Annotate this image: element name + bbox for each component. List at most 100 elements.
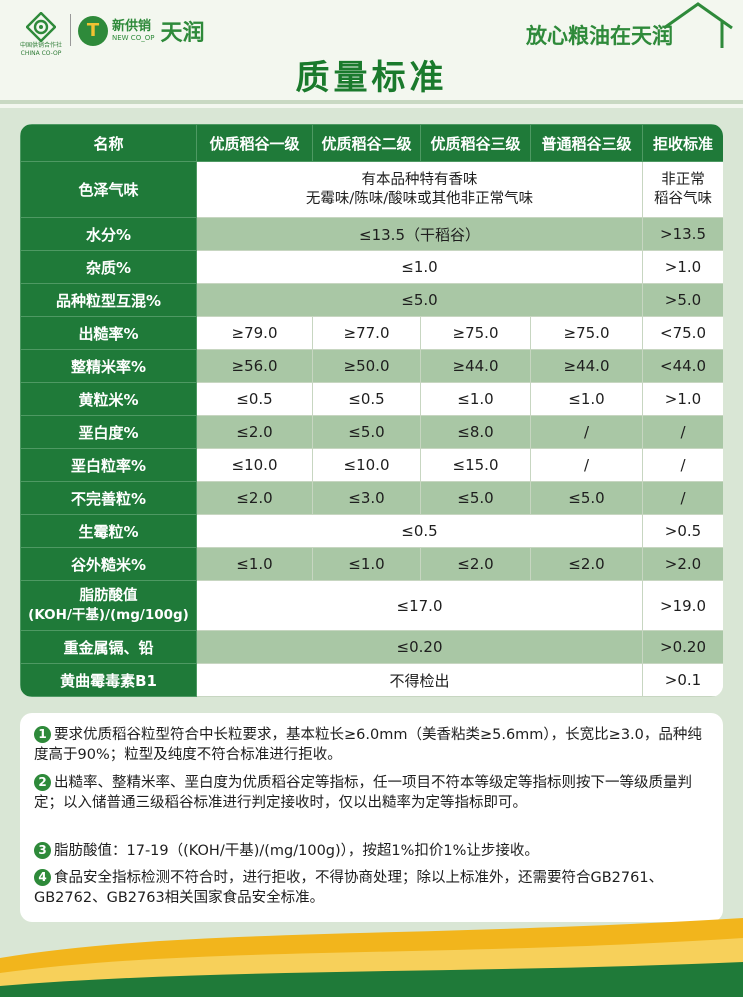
table-cell: ≥75.0 xyxy=(420,316,531,350)
table-cell: ≤10.0 xyxy=(312,448,421,482)
table-cell: ≥79.0 xyxy=(196,316,313,350)
table-cell: / xyxy=(530,448,643,482)
note-item: 4 食品安全指标检测不符合时，进行拒收，不得协商处理；除以上标准外，还需要符合GB… xyxy=(34,868,710,908)
table-row: 脂肪酸值 (KOH/干基)/(mg/100g) ≤17.0 >19.0 xyxy=(20,580,723,631)
table-cell: ≤2.0 xyxy=(420,547,531,581)
reject-cell: <75.0 xyxy=(642,316,723,350)
table-cell: ≤15.0 xyxy=(420,448,531,482)
table-row: 不完善粒% ≤2.0 ≤3.0 ≤5.0 ≤5.0 / xyxy=(20,481,723,515)
col-header-name: 名称 xyxy=(20,124,197,162)
table-cell: ≥77.0 xyxy=(312,316,421,350)
table-cell: ≤0.5 xyxy=(312,382,421,416)
table-cell: ≤0.5 xyxy=(196,514,643,548)
reject-cell: >5.0 xyxy=(642,283,723,317)
page-title: 质量标准 xyxy=(295,58,448,98)
reject-cell: / xyxy=(642,481,723,515)
reject-cell: >0.20 xyxy=(642,630,723,664)
reject-cell: >0.5 xyxy=(642,514,723,548)
note-item: 1 要求优质稻谷粒型符合中长粒要求，基本粒长≥6.0mm（美香粘类≥5.6mm），… xyxy=(34,725,710,765)
header-divider xyxy=(0,100,743,104)
table-cell: ≥56.0 xyxy=(196,349,313,383)
row-label: 色泽气味 xyxy=(20,161,197,218)
number-badge-icon: 3 xyxy=(34,842,51,859)
table-row: 整精米率% ≥56.0 ≥50.0 ≥44.0 ≥44.0 <44.0 xyxy=(20,349,723,383)
row-label: 杂质% xyxy=(20,250,197,284)
table-row: 谷外糙米% ≤1.0 ≤1.0 ≤2.0 ≤2.0 >2.0 xyxy=(20,547,723,581)
reject-cell: >1.0 xyxy=(642,382,723,416)
header-band xyxy=(0,0,743,108)
china-coop-logo: 中国供销合作社 CHINA CO-OP xyxy=(14,12,68,58)
row-label: 整精米率% xyxy=(20,349,197,383)
table-cell: ≤1.0 xyxy=(196,250,643,284)
table-cell: ≥44.0 xyxy=(530,349,643,383)
table-header-row: 名称 优质稻谷一级 优质稻谷二级 优质稻谷三级 普通稻谷三级 拒收标准 xyxy=(20,124,723,162)
quality-table: 名称 优质稻谷一级 优质稻谷二级 优质稻谷三级 普通稻谷三级 拒收标准 色泽气味… xyxy=(20,124,723,697)
logo1-en-label: CHINA CO-OP xyxy=(20,50,62,57)
table-cell: ≤2.0 xyxy=(196,481,313,515)
row-label: 水分% xyxy=(20,217,197,251)
row-label-line: 脂肪酸值 xyxy=(79,587,138,604)
table-row: 垩白度% ≤2.0 ≤5.0 ≤8.0 / / xyxy=(20,415,723,449)
row-label: 黄粒米% xyxy=(20,382,197,416)
reject-cell: >19.0 xyxy=(642,580,723,631)
table-cell: ≤1.0 xyxy=(196,547,313,581)
col-header-grade1: 优质稻谷一级 xyxy=(196,124,313,162)
row-label: 出糙率% xyxy=(20,316,197,350)
table-cell: ≤5.0 xyxy=(196,283,643,317)
row-label: 生霉粒% xyxy=(20,514,197,548)
reject-cell: >1.0 xyxy=(642,250,723,284)
col-header-grade3: 优质稻谷三级 xyxy=(420,124,531,162)
note-item: 3 脂肪酸值：17-19（(KOH/干基)/(mg/100g)），按超1%扣价1%… xyxy=(34,841,710,861)
notes-panel: 1 要求优质稻谷粒型符合中长粒要求，基本粒长≥6.0mm（美香粘类≥5.6mm），… xyxy=(20,713,723,922)
reject-cell: <44.0 xyxy=(642,349,723,383)
table-row: 杂质% ≤1.0 >1.0 xyxy=(20,250,723,284)
table-cell: ≤1.0 xyxy=(420,382,531,416)
table-row: 黄粒米% ≤0.5 ≤0.5 ≤1.0 ≤1.0 >1.0 xyxy=(20,382,723,416)
reject-cell: >0.1 xyxy=(642,663,723,697)
table-row: 水分% ≤13.5（干稻谷） >13.5 xyxy=(20,217,723,251)
row-label: 品种粒型互混% xyxy=(20,283,197,317)
note-text: 出糙率、整精米率、垩白度为优质稻谷定等指标，任一项目不符本等级定等指标则按下一等… xyxy=(34,775,692,811)
row-label: 垩白粒率% xyxy=(20,448,197,482)
table-cell: ≤5.0 xyxy=(420,481,531,515)
slogan: 放心粮油在天润 xyxy=(526,24,673,48)
number-badge-icon: 2 xyxy=(34,774,51,791)
number-badge-icon: 1 xyxy=(34,726,51,743)
table-cell: ≤2.0 xyxy=(196,415,313,449)
row-label-line: (KOH/干基)/(mg/100g) xyxy=(28,606,189,623)
table-cell: ≥44.0 xyxy=(420,349,531,383)
note-text: 要求优质稻谷粒型符合中长粒要求，基本粒长≥6.0mm（美香粘类≥5.6mm），长… xyxy=(34,727,702,763)
row-label: 谷外糙米% xyxy=(20,547,197,581)
row-label: 脂肪酸值 (KOH/干基)/(mg/100g) xyxy=(20,580,197,631)
table-cell: ≤0.20 xyxy=(196,630,643,664)
reject-cell: >2.0 xyxy=(642,547,723,581)
new-coop-emblem-icon: T xyxy=(78,16,108,46)
table-cell: ≤1.0 xyxy=(312,547,421,581)
table-cell: / xyxy=(530,415,643,449)
table-cell: ≤8.0 xyxy=(420,415,531,449)
table-cell: ≤3.0 xyxy=(312,481,421,515)
reject-cell: 非正常 稻谷气味 xyxy=(642,161,723,218)
table-cell: ≤5.0 xyxy=(312,415,421,449)
logo2-cn-label: 新供销 xyxy=(112,19,152,34)
table-cell: ≤1.0 xyxy=(530,382,643,416)
table-cell: 有本品种特有香味 无霉味/陈味/酸味或其他非正常气味 xyxy=(196,161,643,218)
cell-line: 稻谷气味 xyxy=(654,190,712,207)
table-cell: ≥50.0 xyxy=(312,349,421,383)
house-outline-icon xyxy=(663,2,733,48)
col-header-ordinary3: 普通稻谷三级 xyxy=(530,124,643,162)
reject-cell: / xyxy=(642,415,723,449)
table-cell: ≤17.0 xyxy=(196,580,643,631)
row-label: 垩白度% xyxy=(20,415,197,449)
table-row: 生霉粒% ≤0.5 >0.5 xyxy=(20,514,723,548)
col-header-grade2: 优质稻谷二级 xyxy=(312,124,421,162)
table-cell: ≤0.5 xyxy=(196,382,313,416)
number-badge-icon: 4 xyxy=(34,869,51,886)
logo2-en-label: NEW CO_OP xyxy=(112,34,155,42)
table-cell: ≤10.0 xyxy=(196,448,313,482)
cell-line: 有本品种特有香味 xyxy=(361,171,478,188)
logo1-label: 中国供销合作社 xyxy=(19,42,62,49)
table-cell: ≤13.5（干稻谷） xyxy=(196,217,643,251)
table-cell: ≤2.0 xyxy=(530,547,643,581)
decorative-wave xyxy=(0,918,743,997)
